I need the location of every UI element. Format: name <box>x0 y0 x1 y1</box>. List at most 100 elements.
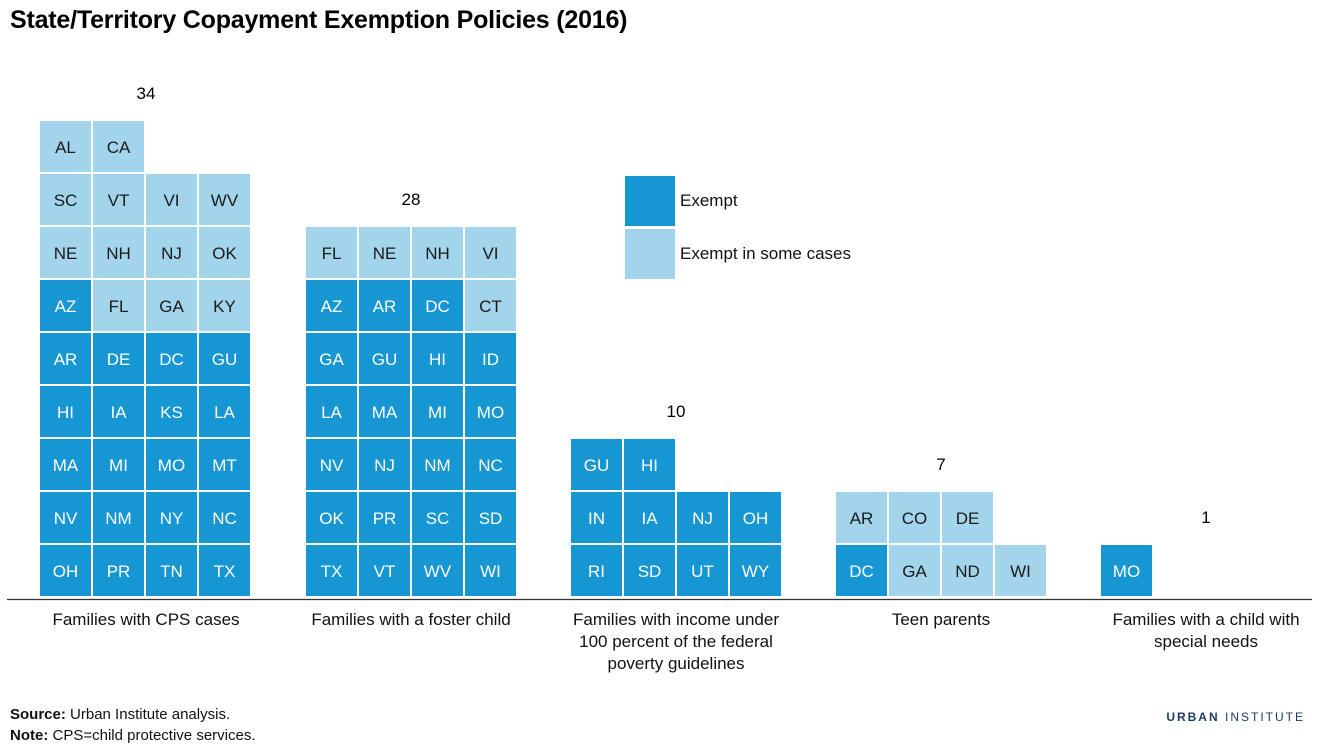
state-tile-rect <box>93 545 144 596</box>
state-tile: OK <box>199 227 250 278</box>
state-tile-label: AZ <box>55 297 77 316</box>
state-tile-label: MO <box>1113 562 1140 581</box>
state-tile: MO <box>146 439 197 490</box>
state-tile: WV <box>199 174 250 225</box>
state-tile-rect <box>465 439 516 490</box>
state-tile: FL <box>306 227 357 278</box>
state-tile-rect <box>889 492 940 543</box>
state-tile-label: MT <box>212 456 237 475</box>
state-tile-label: MI <box>109 456 128 475</box>
state-tile: VT <box>93 174 144 225</box>
state-tile-label: AR <box>54 350 78 369</box>
state-tile-label: NC <box>478 456 503 475</box>
state-tile: DC <box>836 545 887 596</box>
state-tile-label: CA <box>107 138 131 157</box>
state-tile: GA <box>306 333 357 384</box>
state-tile: CO <box>889 492 940 543</box>
state-tile-label: TN <box>160 562 183 581</box>
note-text: CPS=child protective services. <box>52 727 256 744</box>
state-tile-rect <box>199 333 250 384</box>
state-tile: ID <box>465 333 516 384</box>
state-tile-label: AL <box>55 138 76 157</box>
state-tile-rect <box>146 545 197 596</box>
state-tile-label: SD <box>479 509 503 528</box>
state-tile: OK <box>306 492 357 543</box>
state-tile-label: NY <box>160 509 184 528</box>
category-label: Families with CPS cases <box>52 610 240 629</box>
state-tile-label: HI <box>429 350 446 369</box>
state-tile: IA <box>93 386 144 437</box>
state-tile-rect <box>624 545 675 596</box>
state-tile: WI <box>465 545 516 596</box>
state-tile-rect <box>40 280 91 331</box>
category-count: 7 <box>936 455 945 474</box>
state-tile-rect <box>93 439 144 490</box>
state-tile: MT <box>199 439 250 490</box>
category-count: 34 <box>137 84 156 103</box>
legend-swatch-some <box>625 229 675 279</box>
state-tile: GA <box>889 545 940 596</box>
state-tile: NM <box>93 492 144 543</box>
state-tile-rect <box>889 545 940 596</box>
state-tile-label: NJ <box>161 244 182 263</box>
waffle-chart: OH PR TN TX NV NM NY NC MA MI MO MT HI IA KS LA AR DE DC GU… <box>7 84 1312 601</box>
state-tile: DE <box>942 492 993 543</box>
state-tile: VI <box>465 227 516 278</box>
state-tile: CT <box>465 280 516 331</box>
state-tile-rect <box>571 545 622 596</box>
state-tile-rect <box>93 333 144 384</box>
category-label: Families with income under 100 percent o… <box>573 610 779 673</box>
state-tile-label: OH <box>743 509 769 528</box>
state-tile-label: UT <box>691 562 714 581</box>
state-tile-rect <box>465 545 516 596</box>
state-tile-rect <box>677 545 728 596</box>
state-tile-rect <box>306 280 357 331</box>
state-tile-label: MA <box>53 456 79 475</box>
state-tile-label: DC <box>425 297 450 316</box>
state-tile: RI <box>571 545 622 596</box>
state-tile-rect <box>412 492 463 543</box>
state-tile-rect <box>199 492 250 543</box>
state-tile: HI <box>40 386 91 437</box>
state-tile-rect <box>93 174 144 225</box>
state-tile-label: WY <box>742 562 769 581</box>
state-tile-label: MO <box>158 456 185 475</box>
state-tile: DC <box>146 333 197 384</box>
state-tile: OH <box>40 545 91 596</box>
state-tile-label: VI <box>482 244 498 263</box>
state-tile-rect <box>93 280 144 331</box>
state-tile-label: KY <box>213 297 236 316</box>
state-tile-label: LA <box>214 403 235 422</box>
state-tile-rect <box>306 545 357 596</box>
state-tile: SC <box>40 174 91 225</box>
state-tile: PR <box>93 545 144 596</box>
state-tile-label: GU <box>212 350 238 369</box>
state-tile: ND <box>942 545 993 596</box>
state-tile-rect <box>730 545 781 596</box>
legend-swatch-exempt <box>625 176 675 226</box>
state-tile-label: AZ <box>321 297 343 316</box>
state-tile-label: AR <box>373 297 397 316</box>
state-tile-rect <box>465 386 516 437</box>
state-tile-label: DE <box>956 509 980 528</box>
state-tile-rect <box>146 333 197 384</box>
source-text: Urban Institute analysis. <box>70 706 231 723</box>
state-tile-label: NE <box>54 244 78 263</box>
state-tile-label: DC <box>849 562 874 581</box>
state-tile: NE <box>40 227 91 278</box>
state-tile: AZ <box>40 280 91 331</box>
state-tile-rect <box>306 492 357 543</box>
state-tile-rect <box>942 492 993 543</box>
state-tile: NH <box>412 227 463 278</box>
state-tile-rect <box>146 227 197 278</box>
state-tile-label: IA <box>110 403 127 422</box>
state-tile-label: NE <box>373 244 397 263</box>
category-count: 1 <box>1201 508 1210 527</box>
state-tile-rect <box>146 492 197 543</box>
state-tile: MO <box>1101 545 1152 596</box>
state-tile-rect <box>359 227 410 278</box>
state-tile-rect <box>571 439 622 490</box>
state-tile-label: RI <box>588 562 605 581</box>
state-tile-label: GU <box>372 350 398 369</box>
state-tile-rect <box>146 386 197 437</box>
